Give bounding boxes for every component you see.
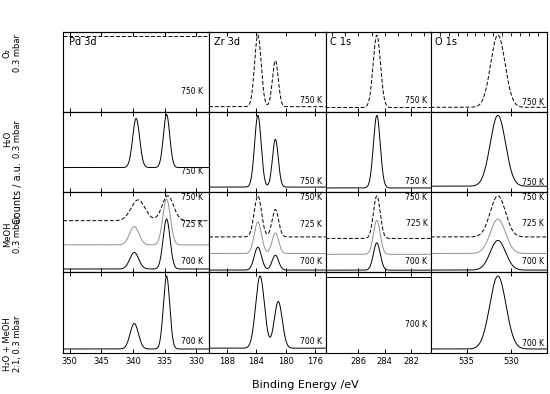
Text: 700 K: 700 K bbox=[522, 257, 544, 266]
Text: 700 K: 700 K bbox=[405, 257, 427, 266]
Text: 750 K: 750 K bbox=[181, 87, 203, 96]
Text: Pd 3d: Pd 3d bbox=[69, 37, 97, 47]
Text: H₂O
0.3 mbar: H₂O 0.3 mbar bbox=[3, 120, 22, 158]
Text: 750 K: 750 K bbox=[181, 193, 203, 202]
Text: 750 K: 750 K bbox=[522, 98, 544, 107]
Text: 700 K: 700 K bbox=[181, 337, 203, 346]
Text: 750 K: 750 K bbox=[522, 178, 544, 187]
Text: 700 K: 700 K bbox=[405, 320, 427, 329]
Text: H₂O + MeOH
2:1, 0.3 mbar: H₂O + MeOH 2:1, 0.3 mbar bbox=[3, 315, 22, 372]
Text: 725 K: 725 K bbox=[300, 220, 322, 229]
Text: 750 K: 750 K bbox=[405, 97, 427, 105]
Text: 750 K: 750 K bbox=[405, 193, 427, 202]
Text: 725 K: 725 K bbox=[405, 219, 427, 228]
Text: 750 K: 750 K bbox=[405, 177, 427, 186]
Text: O₂
0.3 mbar: O₂ 0.3 mbar bbox=[3, 34, 22, 72]
Text: 750 K: 750 K bbox=[522, 193, 544, 202]
Text: Binding Energy /eV: Binding Energy /eV bbox=[252, 380, 359, 390]
Text: 700 K: 700 K bbox=[300, 257, 322, 266]
Text: 750 K: 750 K bbox=[300, 177, 322, 186]
Text: 700 K: 700 K bbox=[300, 337, 322, 346]
Text: C 1s: C 1s bbox=[330, 37, 351, 47]
Text: Counts / a.u.: Counts / a.u. bbox=[13, 162, 23, 224]
Text: Zr 3d: Zr 3d bbox=[214, 37, 240, 47]
Text: 700 K: 700 K bbox=[522, 339, 544, 348]
Text: 725 K: 725 K bbox=[522, 219, 544, 228]
Text: 750 K: 750 K bbox=[300, 193, 322, 202]
Text: 750 K: 750 K bbox=[300, 97, 322, 105]
Text: 700 K: 700 K bbox=[181, 257, 203, 266]
Text: 725 K: 725 K bbox=[182, 220, 203, 229]
Text: MeOH
0.3 mbar: MeOH 0.3 mbar bbox=[3, 216, 22, 253]
Text: O 1s: O 1s bbox=[435, 37, 457, 47]
Text: 750 K: 750 K bbox=[181, 167, 203, 176]
